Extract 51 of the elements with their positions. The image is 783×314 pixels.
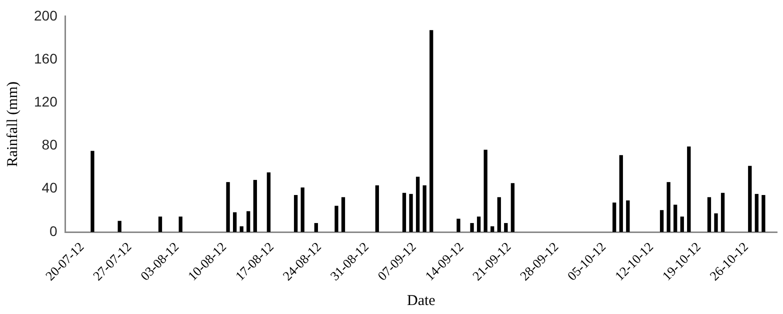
bar <box>748 166 752 232</box>
bar <box>300 187 304 232</box>
bar <box>226 182 230 232</box>
bar <box>402 192 406 232</box>
bar <box>246 211 250 232</box>
bar <box>294 195 298 232</box>
bar <box>484 150 488 232</box>
bar <box>375 185 379 232</box>
bar <box>341 197 346 232</box>
bar <box>687 146 691 232</box>
y-tick-label: 80 <box>42 136 58 153</box>
bar <box>612 202 616 232</box>
bar <box>476 216 481 232</box>
bar <box>619 155 623 232</box>
y-tick-label: 0 <box>50 222 58 239</box>
bar <box>422 185 426 232</box>
bar <box>266 172 271 232</box>
bar <box>490 226 494 232</box>
bar <box>720 192 725 232</box>
bar <box>666 182 670 232</box>
bar <box>504 223 508 232</box>
bar <box>118 220 122 232</box>
y-axis-title: Rainfall (mm) <box>4 81 21 167</box>
bar <box>754 194 758 232</box>
y-tick-label: 120 <box>34 94 58 110</box>
y-tick-label: 200 <box>34 7 58 24</box>
x-axis-title: Date <box>407 292 436 309</box>
bar <box>626 200 630 232</box>
bar <box>240 226 244 232</box>
bar <box>762 195 766 232</box>
y-tick-label: 40 <box>42 180 58 196</box>
bar <box>409 194 413 232</box>
bar <box>470 223 474 232</box>
bar <box>510 183 515 232</box>
bar <box>416 176 420 232</box>
bar <box>430 30 434 232</box>
bar <box>90 150 94 232</box>
bar <box>334 206 338 232</box>
bar <box>660 210 664 232</box>
bar <box>707 197 712 232</box>
bar <box>314 223 318 232</box>
bar <box>497 197 501 232</box>
bar <box>714 213 718 232</box>
bar <box>456 218 460 232</box>
bar <box>680 216 684 232</box>
bar <box>253 180 257 232</box>
bar <box>158 216 162 232</box>
y-tick-label: 160 <box>34 50 58 66</box>
bar <box>674 204 678 232</box>
bar <box>232 212 237 232</box>
bar <box>178 216 182 232</box>
